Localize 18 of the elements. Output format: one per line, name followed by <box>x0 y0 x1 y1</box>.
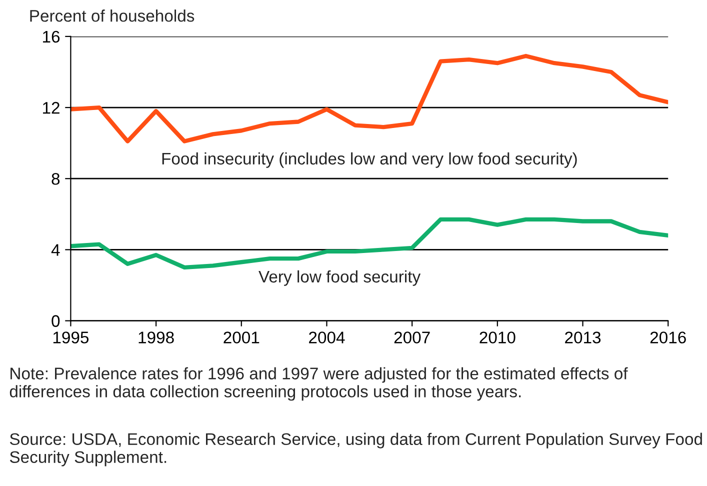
y-tick-label: 16 <box>43 30 60 43</box>
series-label: Food insecurity (includes low and very low food security) <box>162 152 577 168</box>
source-note: Source: USDA, Economic Research Service, using data from Current Population Survey Food Security Supplement. <box>10 432 702 466</box>
y-tick-label: 4 <box>51 244 60 256</box>
x-tick-label: 1995 <box>53 332 89 344</box>
x-tick-label: 2016 <box>650 332 686 344</box>
y-tick-label: 0 <box>52 315 60 327</box>
text: Note: Prevalence rates for 1996 and 1997 were adjusted for the estimated effects of differences in data collection screening protocols used in those years. <box>10 367 628 401</box>
y-tick-label: 12 <box>43 102 60 114</box>
y-axis-title: Percent of households <box>30 10 194 22</box>
x-tick-label: 2010 <box>480 332 516 344</box>
x-tick-label: 2013 <box>565 332 601 344</box>
x-tick-label: 2004 <box>309 332 345 344</box>
x-tick-label: 1998 <box>138 332 174 344</box>
series-label: Very low food security <box>258 270 421 286</box>
y-tick-label: 8 <box>52 173 60 185</box>
x-tick-label: 2001 <box>224 332 260 344</box>
x-tick-label: 2007 <box>394 332 430 344</box>
